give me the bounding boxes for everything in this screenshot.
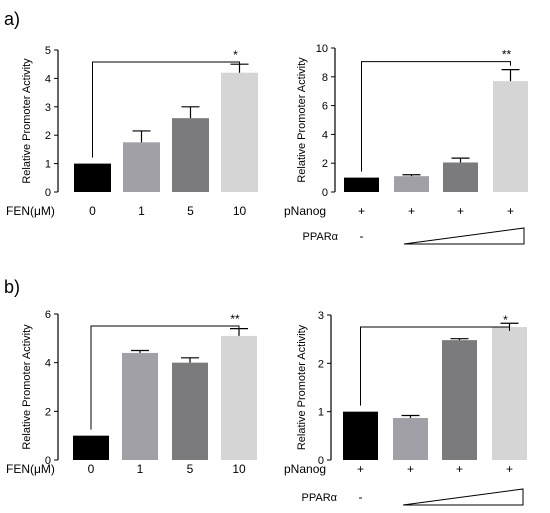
chart4-y-tick-label: 1 [318,407,324,419]
panel-label-b: b) [4,277,20,297]
chart2-significance-marker: ** [502,48,512,62]
chart2-x-tick-label: + [507,204,514,218]
chart4-x-tick-label: + [357,462,364,476]
chart3-x-row-label: FEN(μM) [6,462,55,476]
chart1-y-axis-title: Relative Promoter Activity [21,58,33,184]
chart4-x-tick-label: + [456,462,463,476]
chart3-y-tick-label: 4 [45,358,51,370]
chart4-row2-value: - [359,490,363,504]
chart1-x-tick-label: 5 [187,204,194,218]
chart3-x-tick-label: 1 [137,462,144,476]
chart3-bar [73,435,109,460]
chart2-row2-value: - [360,229,364,243]
chart3-bar [172,362,208,460]
chart1-y-tick-label: 0 [45,187,51,199]
chart2-bar [394,176,429,192]
chart3-x-tick-label: 5 [187,462,194,476]
chart3-bar [122,352,158,460]
chart1-y-tick-label: 1 [45,159,51,171]
chart4-bar [343,411,378,460]
chart2-significance-bracket [361,61,511,172]
chart2-y-tick-label: 4 [322,129,328,141]
chart3-significance-marker: ** [230,312,240,326]
chart1-x-tick-label: 0 [89,204,96,218]
chart4-x-row-label: pNanog [284,462,326,476]
chart1-bar [172,118,209,192]
chart4-y-tick-label: 2 [318,358,324,370]
chart4-significance-bracket [360,326,510,406]
chart3-y-tick-label: 6 [45,309,51,321]
chart4-x-tick-label: + [506,462,513,476]
chart1-x-row-label: FEN(μM) [6,204,55,218]
chart1-y-tick-label: 4 [45,73,51,85]
chart4-bar [492,327,527,460]
chart1-y-tick-label: 3 [45,102,51,114]
chart4-x-tick-label: + [407,462,414,476]
chart2-bar [344,177,379,192]
chart4-bar [393,417,428,460]
chart3-x-tick-label: 0 [88,462,95,476]
chart2-y-axis-title: Relative Promoter Activity [296,57,308,183]
chart2-y-tick-label: 10 [316,43,328,55]
chart4-y-tick-label: 0 [318,455,324,467]
chart3-bar [221,335,257,460]
chart2-y-tick-label: 0 [322,187,328,199]
chart1-y-tick-label: 2 [45,130,51,142]
chart3-y-tick-label: 2 [45,406,51,418]
chart2-x-tick-label: + [457,204,464,218]
chart2-x-tick-label: + [358,204,365,218]
panel-label-a: a) [4,9,20,29]
chart2-bar [493,81,528,192]
chart2-x-tick-label: + [408,204,415,218]
chart1-x-tick-label: 1 [138,204,145,218]
chart2-y-tick-label: 6 [322,101,328,113]
chart2-y-tick-label: 2 [322,158,328,170]
chart4-row2-label: PPARα [302,492,338,504]
chart2-ppar-gradient-wedge [403,227,525,245]
chart1-bar [74,163,111,192]
chart4-significance-marker: * [503,313,508,327]
chart2-row2-label: PPARα [303,231,339,243]
chart1-significance-marker: * [233,48,238,62]
chart1-x-tick-label: 10 [233,204,247,218]
chart4-ppar-gradient-wedge [402,488,524,506]
chart4-bar [442,340,477,460]
chart4-y-tick-label: 3 [318,310,324,322]
chart2-y-tick-label: 8 [322,72,328,84]
chart2-x-row-label: pNanog [284,204,326,218]
chart1-significance-bracket [92,61,240,158]
chart2-bar [443,162,478,192]
chart3-x-tick-label: 10 [232,462,246,476]
chart3-y-axis-title: Relative Promoter Activity [21,324,33,450]
chart1-bar [221,72,258,192]
chart4-y-axis-title: Relative Promoter Activity [296,324,308,450]
chart1-y-tick-label: 5 [45,45,51,57]
chart3-significance-bracket [90,325,240,430]
chart3-y-tick-label: 0 [45,455,51,467]
chart1-bar [123,142,160,192]
